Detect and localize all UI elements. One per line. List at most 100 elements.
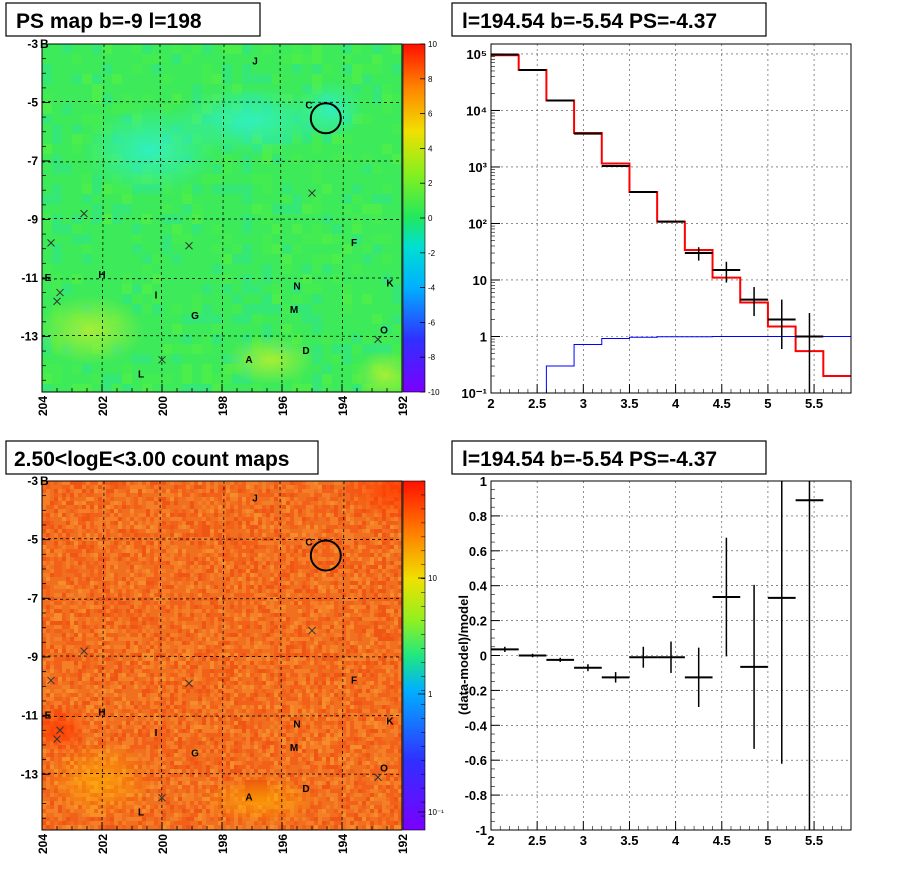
residual-data-point: [740, 584, 768, 749]
ps-colorbar-tick-label: -10: [428, 388, 440, 397]
spectrum-x-tick-label: 2.5: [528, 396, 546, 411]
source-label: G: [191, 311, 199, 322]
map-grid-line-b: [42, 277, 402, 280]
residual-x-tick-label: 3.5: [620, 833, 638, 848]
source-cross-marker: [53, 735, 61, 743]
source-label: D: [302, 346, 309, 357]
spectrum-y-tick-label: 10⁻¹: [461, 386, 487, 401]
residual-data-point: [684, 647, 713, 707]
source-cross-marker: [185, 241, 193, 250]
residual-data-point: [546, 657, 575, 662]
spectrum-x-tick-label: 4: [672, 396, 680, 411]
residual-x-tick-label: 2: [487, 833, 494, 848]
spectrum-x-tick-label: 4.5: [713, 396, 731, 411]
map-grid-line-b: [42, 218, 402, 220]
ps-map-image: JCFEHNKIMGODAL: [42, 44, 402, 392]
ps-map-title-box: [5, 2, 261, 37]
source-cross-marker: [47, 676, 55, 685]
ps-map-panel: JCFEHNKIMGODAL 204202200198196194192-3-5…: [5, 2, 440, 416]
source-cross-marker: [308, 189, 316, 197]
map-grid-line-b: [42, 160, 402, 163]
count-map-panel: JCFEHNKIMGODAL 204202200198196194192-3-5…: [5, 440, 444, 854]
source-cross-marker: [56, 726, 64, 735]
source-label: A: [245, 793, 252, 804]
map-grid-line-b: [42, 538, 402, 541]
ps-colorbar-tick-label: 4: [428, 144, 433, 153]
map-x-tick-label: 198: [216, 396, 230, 416]
residual-x-tick-label: 3: [580, 833, 587, 848]
spectrum-data-point: [740, 287, 768, 317]
map-x-tick-label: 196: [276, 396, 290, 416]
spectrum-x-tick-label: 5: [764, 396, 771, 411]
residual-data-point: [518, 653, 547, 658]
spectrum-data-point: [712, 261, 741, 283]
spectrum-y-tick-label: 10²: [468, 216, 487, 231]
ps-colorbar-tick-label: -4: [428, 284, 436, 293]
count-colorbar-tick-label: 1: [428, 690, 433, 699]
ps-colorbar-tick-label: 10: [428, 40, 437, 49]
residual-y-tick-label: -0.4: [465, 718, 488, 733]
spectrum-background-line: [545, 335, 851, 393]
ps-map-title: PS map b=-9 l=198: [16, 10, 202, 33]
map-y-tick-label: -11: [21, 271, 38, 285]
map-grid-line-l: [101, 44, 105, 392]
map-y-tick-label: -3: [27, 474, 38, 488]
residual-y-tick-label: 0.6: [469, 544, 487, 559]
spectrum-data-point: [684, 247, 713, 261]
map-x-tick-label: 196: [276, 834, 290, 854]
source-label: H: [98, 270, 105, 281]
map-grid-line-l: [221, 481, 225, 830]
residual-data-point: [574, 664, 602, 672]
spectrum-data-point: [795, 313, 824, 393]
map-grid-line-l: [101, 481, 105, 830]
target-circle: [309, 539, 342, 572]
source-label: F: [351, 238, 357, 249]
spectrum-data-point: [767, 299, 796, 350]
residual-x-tick-label: 5: [764, 833, 771, 848]
residual-data-point: [767, 481, 796, 764]
map-x-tick-label: 194: [336, 396, 350, 416]
source-cross-marker: [158, 793, 166, 802]
residual-data-point: [629, 646, 658, 668]
residual-y-tick-label: 0.2: [469, 614, 487, 629]
residual-x-tick-label: 4: [672, 833, 680, 848]
spectrum-frame: [490, 43, 852, 394]
residual-ylabel: (data-model)/model: [456, 595, 471, 715]
map-y-tick-label: -7: [27, 591, 38, 605]
map-grid-line-b: [42, 772, 402, 775]
source-cross-marker: [374, 773, 382, 782]
map-y-tick-label: -7: [27, 154, 38, 168]
residual-y-tick-label: 1: [480, 474, 487, 489]
residual-y-tick-label: -0.2: [465, 683, 487, 698]
map-x-tick-label: 198: [216, 834, 230, 854]
spectrum-title-box: [451, 2, 767, 37]
source-cross-marker: [185, 679, 193, 688]
count-map-title-box: [5, 440, 319, 475]
map-grid-line-l: [279, 44, 283, 392]
residual-title-box: [451, 440, 767, 475]
spectrum-y-tick-label: 10⁴: [466, 103, 487, 118]
source-label: I: [155, 728, 158, 739]
count-colorbar-tick-label: 10⁻¹: [428, 808, 444, 817]
residual-x-tick-label: 5.5: [805, 833, 823, 848]
map-grid-line-b: [42, 597, 402, 600]
source-label: F: [351, 675, 357, 686]
source-label: D: [302, 784, 309, 795]
spectrum-title: l=194.54 b=-5.54 PS=-4.37: [462, 10, 717, 33]
source-label: K: [386, 716, 394, 727]
map-x-tick-label: 202: [96, 396, 110, 416]
map-grid-line-b: [42, 715, 402, 718]
map-y-tick-label: -3: [27, 37, 38, 51]
residual-x-tick-label: 2.5: [528, 833, 546, 848]
residual-data-point: [712, 537, 741, 657]
source-cross-marker: [47, 239, 55, 247]
source-label: C: [305, 538, 312, 549]
map-grid-line-l: [221, 44, 225, 392]
source-cross-marker: [308, 626, 316, 635]
map-x-tick-label: 204: [36, 396, 50, 416]
map-x-tick-label: 200: [156, 834, 170, 854]
residual-data-point: [795, 481, 824, 830]
map-y-tick-label: -9: [27, 212, 38, 226]
ps-colorbar-tick-label: -6: [428, 318, 436, 327]
